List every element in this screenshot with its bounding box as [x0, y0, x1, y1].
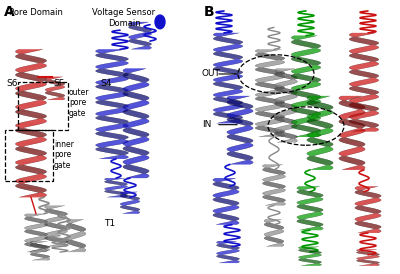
- Text: inner
pore
gate: inner pore gate: [54, 140, 74, 170]
- Text: S4: S4: [100, 79, 111, 88]
- Bar: [18, 82, 68, 130]
- Text: A: A: [4, 5, 15, 19]
- Text: OUT: OUT: [202, 70, 221, 78]
- Circle shape: [155, 15, 165, 29]
- Text: B: B: [204, 5, 215, 19]
- Text: S6: S6: [6, 79, 18, 88]
- Bar: [5, 130, 53, 181]
- Text: Pore Domain: Pore Domain: [9, 8, 63, 17]
- Text: IN: IN: [202, 120, 211, 129]
- Text: outer
pore
gate: outer pore gate: [69, 88, 90, 118]
- Text: SF: SF: [53, 79, 64, 88]
- Text: T1: T1: [104, 219, 115, 228]
- Text: Voltage Sensor
Domain: Voltage Sensor Domain: [92, 8, 156, 28]
